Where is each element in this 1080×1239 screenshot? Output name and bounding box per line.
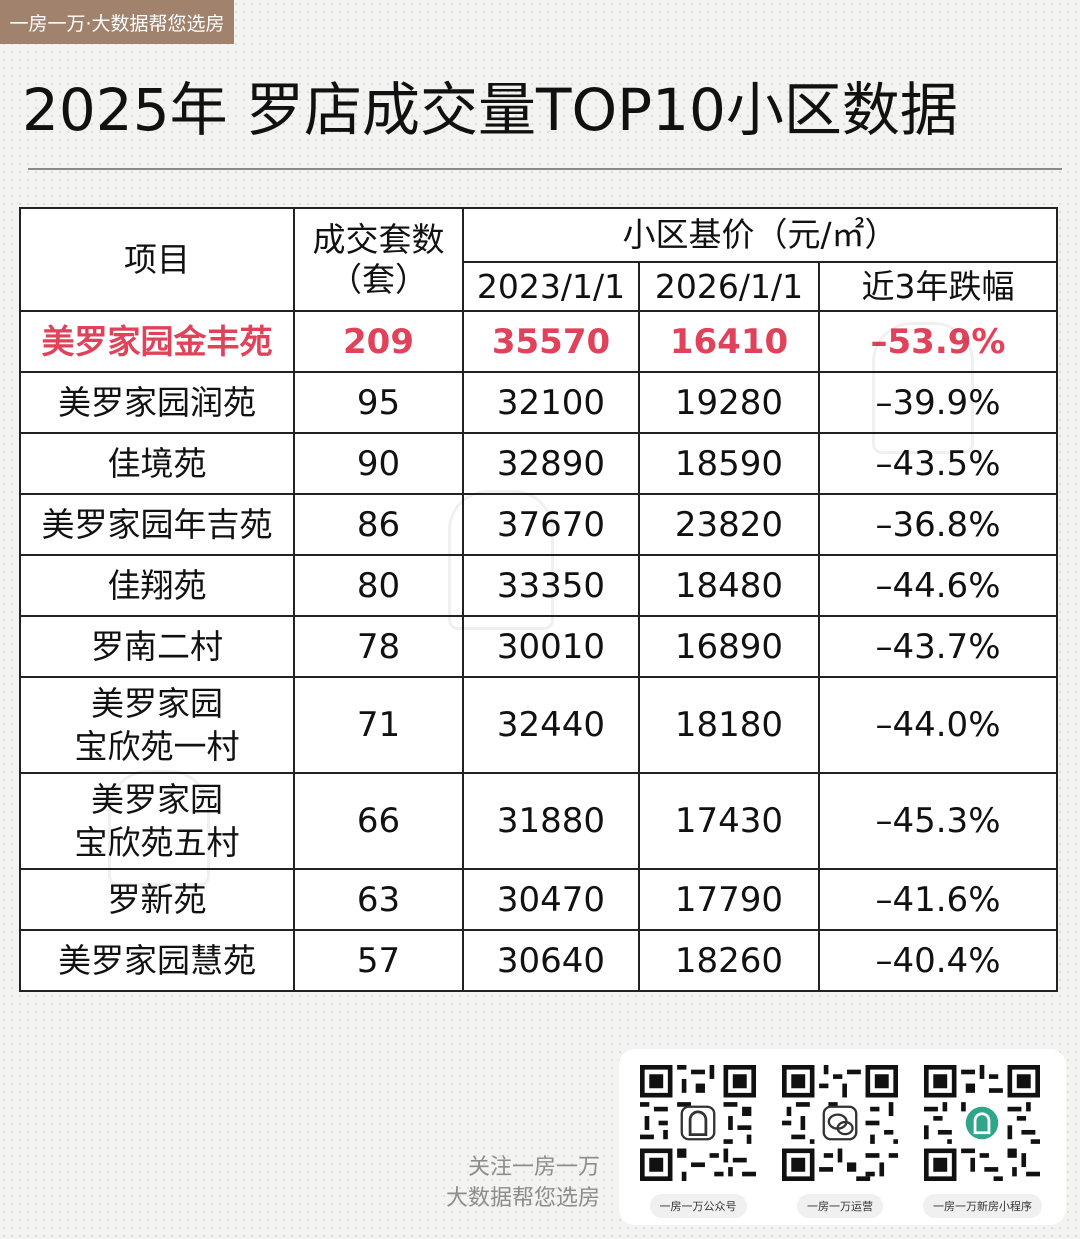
- cell-deals: 78: [293, 615, 464, 678]
- cell-change: –53.9%: [818, 310, 1058, 373]
- cell-price-2023: 30640: [462, 929, 640, 992]
- cell-change: –39.9%: [818, 371, 1058, 434]
- header-deals-unit: （套）: [329, 259, 428, 299]
- cell-deals: 86: [293, 493, 464, 556]
- table-row: 美罗家园润苑 95 32100 19280 –39.9%: [19, 371, 1058, 434]
- cell-deals: 71: [293, 676, 464, 774]
- cell-price-2026: 18590: [638, 432, 820, 495]
- qr-code-panel: 一房一万公众号 一房一万运营: [619, 1049, 1066, 1225]
- cell-change: –40.4%: [818, 929, 1058, 992]
- cell-name: 美罗家园慧苑: [19, 929, 295, 992]
- cell-name: 美罗家园金丰苑: [19, 310, 295, 373]
- slogan-line2: 大数据帮您选房: [445, 1186, 600, 1211]
- table-row: 美罗家园金丰苑 209 35570 16410 –53.9%: [19, 310, 1058, 373]
- header-deals-label: 成交套数: [312, 219, 445, 259]
- cell-price-2026: 16410: [638, 310, 820, 373]
- cell-deals: 80: [293, 554, 464, 617]
- cell-change: –36.8%: [818, 493, 1058, 556]
- cell-price-2023: 31880: [462, 772, 640, 870]
- cell-deals: 66: [293, 772, 464, 870]
- qr-card-mini-program[interactable]: 一房一万新房小程序: [923, 1065, 1042, 1218]
- cell-change: –44.6%: [818, 554, 1058, 617]
- cell-change: –41.6%: [818, 868, 1058, 931]
- header-project: 项目: [19, 207, 295, 312]
- cell-deals: 209: [293, 310, 464, 373]
- cell-price-2026: 18180: [638, 676, 820, 774]
- table-row: 罗南二村 78 30010 16890 –43.7%: [19, 615, 1058, 678]
- cell-price-2023: 33350: [462, 554, 640, 617]
- cell-name: 美罗家园润苑: [19, 371, 295, 434]
- cell-name-line2: 宝欣苑五村: [74, 823, 240, 862]
- qr-label-mini-program: 一房一万新房小程序: [923, 1194, 1042, 1218]
- table-row: 美罗家园 宝欣苑五村 66 31880 17430 –45.3%: [19, 772, 1058, 870]
- cell-price-2026: 17430: [638, 772, 820, 870]
- table-row: 美罗家园 宝欣苑一村 71 32440 18180 –44.0%: [19, 676, 1058, 774]
- table-row: 佳翔苑 80 33350 18480 –44.6%: [19, 554, 1058, 617]
- qr-card-operations[interactable]: 一房一万运营: [781, 1065, 899, 1218]
- cell-price-2026: 18480: [638, 554, 820, 617]
- cell-name: 美罗家园 宝欣苑一村: [19, 676, 295, 774]
- cell-change: –43.5%: [818, 432, 1058, 495]
- cell-deals: 57: [293, 929, 464, 992]
- cell-price-2026: 18260: [638, 929, 820, 992]
- qr-code-mini-program[interactable]: [924, 1065, 1040, 1181]
- cell-name-line2: 宝欣苑一村: [74, 727, 240, 766]
- cell-price-2023: 37670: [462, 493, 640, 556]
- cell-price-2026: 16890: [638, 615, 820, 678]
- cell-name-line1: 美罗家园: [91, 684, 223, 723]
- header-date-2023: 2023/1/1: [462, 261, 640, 312]
- page-title: 2025年 罗店成交量TOP10小区数据: [22, 76, 958, 144]
- cell-name: 美罗家园 宝欣苑五村: [19, 772, 295, 870]
- cell-price-2026: 23820: [638, 493, 820, 556]
- cell-deals: 90: [293, 432, 464, 495]
- cell-name: 罗南二村: [19, 615, 295, 678]
- cell-price-2023: 35570: [462, 310, 640, 373]
- table-row: 美罗家园年吉苑 86 37670 23820 –36.8%: [19, 493, 1058, 556]
- qr-code-operations[interactable]: [782, 1065, 898, 1181]
- cell-name: 罗新苑: [19, 868, 295, 931]
- cell-name-line1: 美罗家园: [91, 780, 223, 819]
- header-date-2026: 2026/1/1: [638, 261, 820, 312]
- cell-price-2026: 19280: [638, 371, 820, 434]
- cell-name: 美罗家园年吉苑: [19, 493, 295, 556]
- footer-slogan: 关注一房一万 大数据帮您选房: [420, 1152, 600, 1214]
- cell-deals: 63: [293, 868, 464, 931]
- qr-label-operations: 一房一万运营: [797, 1194, 883, 1218]
- table-row: 佳境苑 90 32890 18590 –43.5%: [19, 432, 1058, 495]
- cell-name: 佳翔苑: [19, 554, 295, 617]
- slogan-line1: 关注一房一万: [467, 1155, 600, 1180]
- cell-price-2023: 30010: [462, 615, 640, 678]
- header-deals: 成交套数 （套）: [293, 207, 464, 312]
- title-divider: [28, 168, 1062, 170]
- cell-change: –43.7%: [818, 615, 1058, 678]
- table-row: 罗新苑 63 30470 17790 –41.6%: [19, 868, 1058, 931]
- header-change: 近3年跌幅: [818, 261, 1058, 312]
- cell-name: 佳境苑: [19, 432, 295, 495]
- header-base-price: 小区基价（元/㎡）: [462, 207, 1058, 263]
- community-data-table: 项目 成交套数 （套） 小区基价（元/㎡） 2023/1/1 2026/1/1 …: [19, 207, 1058, 992]
- cell-price-2026: 17790: [638, 868, 820, 931]
- qr-code-official-account[interactable]: [640, 1065, 756, 1181]
- cell-price-2023: 32440: [462, 676, 640, 774]
- cell-price-2023: 32890: [462, 432, 640, 495]
- table-row: 美罗家园慧苑 57 30640 18260 –40.4%: [19, 929, 1058, 992]
- qr-card-official-account[interactable]: 一房一万公众号: [639, 1065, 757, 1218]
- cell-price-2023: 32100: [462, 371, 640, 434]
- brand-tag: 一房一万·大数据帮您选房: [0, 0, 234, 44]
- cell-change: –44.0%: [818, 676, 1058, 774]
- cell-deals: 95: [293, 371, 464, 434]
- qr-label-official-account: 一房一万公众号: [649, 1194, 747, 1218]
- cell-change: –45.3%: [818, 772, 1058, 870]
- cell-price-2023: 30470: [462, 868, 640, 931]
